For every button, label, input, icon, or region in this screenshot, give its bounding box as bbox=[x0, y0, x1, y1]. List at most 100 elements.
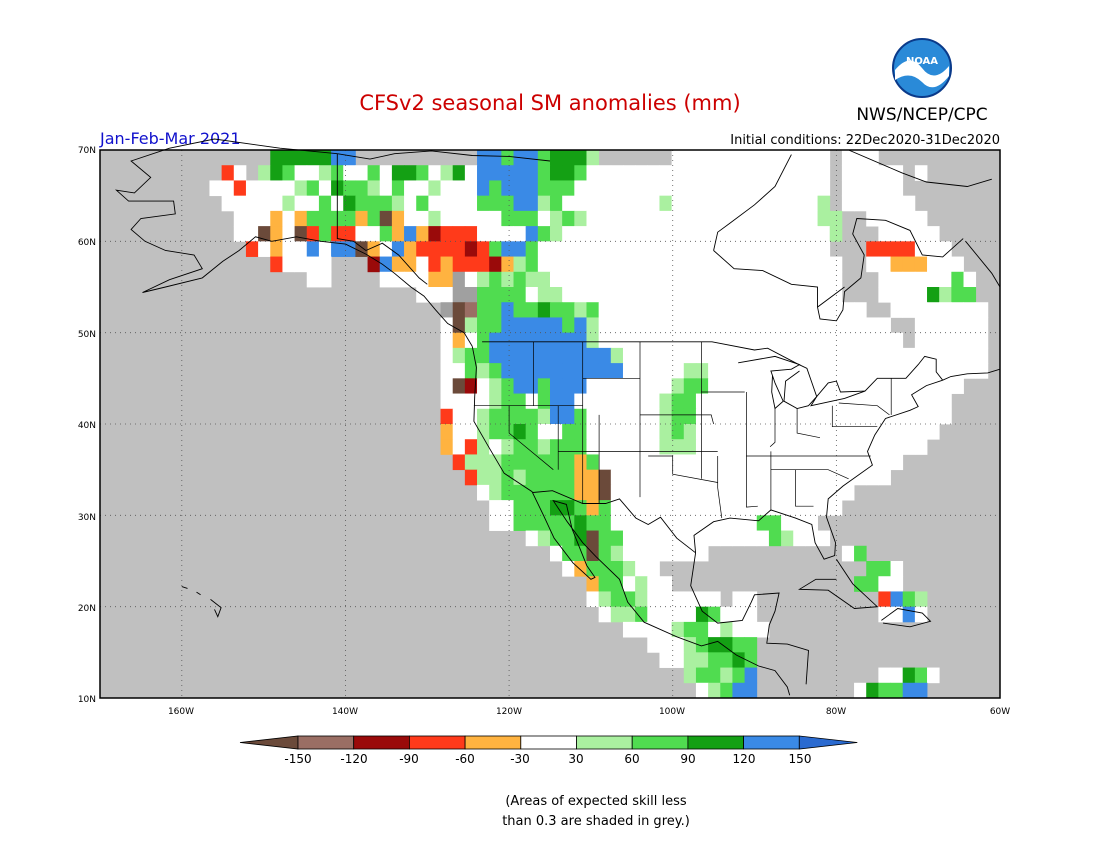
grid-cell bbox=[890, 561, 904, 577]
grid-cell bbox=[683, 515, 697, 531]
grid-cell bbox=[659, 180, 673, 197]
grid-cell bbox=[659, 332, 673, 349]
colorbar-label-3: -90 bbox=[399, 752, 419, 766]
grid-cell bbox=[306, 256, 320, 273]
grid-cell bbox=[683, 195, 697, 212]
grid-cell bbox=[513, 256, 527, 273]
grid-cell bbox=[622, 530, 636, 547]
grid-cell bbox=[659, 424, 673, 440]
grid-cell bbox=[829, 439, 843, 455]
grid-cell bbox=[306, 195, 320, 212]
grid-cell bbox=[537, 302, 551, 318]
grid-cell bbox=[975, 302, 989, 318]
grid-cell bbox=[306, 210, 320, 227]
grid-cell bbox=[793, 363, 806, 379]
grid-cell bbox=[574, 241, 587, 257]
grid-cell bbox=[841, 484, 855, 501]
lat-label-30n: 30N bbox=[78, 513, 96, 523]
grid-cell bbox=[841, 150, 855, 166]
grid-cell bbox=[489, 393, 502, 410]
grid-cell bbox=[586, 226, 600, 242]
grid-cell bbox=[866, 165, 879, 181]
grid-cell bbox=[513, 332, 527, 349]
grid-cell bbox=[452, 210, 466, 227]
grid-cell bbox=[744, 226, 758, 242]
grid-cell bbox=[951, 271, 964, 288]
grid-cell bbox=[695, 515, 709, 531]
grid-cell bbox=[817, 469, 831, 486]
grid-cell bbox=[878, 210, 891, 227]
grid-cell bbox=[647, 576, 660, 592]
grid-cell bbox=[744, 180, 758, 197]
boundary-line bbox=[783, 370, 866, 409]
grid-cell bbox=[817, 332, 831, 349]
grid-cell bbox=[768, 241, 782, 257]
grid-cell bbox=[635, 484, 648, 501]
grid-cell bbox=[404, 271, 417, 288]
grid-cell bbox=[671, 530, 685, 547]
grid-cell bbox=[245, 180, 259, 197]
grid-cell bbox=[695, 667, 709, 684]
grid-cell bbox=[622, 454, 636, 471]
grid-cell bbox=[598, 424, 612, 440]
grid-cell bbox=[501, 165, 514, 181]
boundary-line bbox=[738, 355, 801, 410]
grid-cell bbox=[245, 241, 259, 257]
map-border bbox=[99, 149, 1001, 699]
grid-cell bbox=[914, 210, 928, 227]
grid-cell bbox=[829, 500, 843, 516]
grid-cell bbox=[318, 226, 332, 242]
grid-cell bbox=[829, 484, 843, 501]
grid-cell bbox=[841, 195, 855, 212]
grid-cell bbox=[610, 210, 624, 227]
grid-cell bbox=[610, 424, 624, 440]
grid-cell bbox=[294, 210, 308, 227]
state-border bbox=[795, 469, 814, 507]
grid-cell bbox=[428, 180, 441, 197]
grid-cell bbox=[501, 439, 514, 455]
grid-cell bbox=[452, 271, 466, 288]
grid-cell bbox=[635, 180, 648, 197]
grid-cell bbox=[720, 454, 733, 471]
grid-cell bbox=[574, 165, 587, 181]
grid-cell bbox=[622, 287, 636, 303]
grid-cell bbox=[890, 393, 904, 410]
grid-cell bbox=[878, 606, 891, 623]
grid-cell bbox=[489, 256, 502, 273]
grid-cell bbox=[866, 180, 879, 197]
grid-cell bbox=[452, 332, 466, 349]
grid-cell bbox=[829, 469, 843, 486]
grid-cell bbox=[562, 271, 575, 288]
grid-cell bbox=[477, 439, 490, 455]
grid-cell bbox=[841, 302, 855, 318]
grid-cell bbox=[841, 454, 855, 471]
boundary-line bbox=[817, 218, 964, 322]
grid-cell bbox=[744, 271, 758, 288]
grid-cell bbox=[440, 241, 454, 257]
grid-cell bbox=[695, 256, 709, 273]
grid-cell bbox=[270, 226, 283, 242]
grid-cell bbox=[659, 241, 673, 257]
grid-cell bbox=[610, 469, 624, 486]
grid-cell bbox=[586, 576, 600, 592]
grid-cell bbox=[732, 500, 745, 516]
grid-cell bbox=[489, 454, 502, 471]
grid-cell bbox=[489, 469, 502, 486]
grid-cell bbox=[695, 621, 709, 638]
grid-cell bbox=[817, 530, 831, 547]
grid-cell bbox=[890, 287, 904, 303]
grid-cell bbox=[525, 256, 539, 273]
grid-cell bbox=[695, 287, 709, 303]
grid-cell bbox=[805, 347, 818, 364]
grid-cell bbox=[574, 256, 587, 273]
grid-cell bbox=[708, 150, 721, 166]
grid-cell bbox=[708, 210, 721, 227]
grid-cell bbox=[635, 621, 648, 638]
grid-cell bbox=[720, 621, 733, 638]
grid-cell bbox=[732, 606, 745, 623]
grid-cell bbox=[416, 195, 429, 212]
grid-cell bbox=[695, 469, 709, 486]
grid-cell bbox=[428, 165, 441, 181]
grid-cell bbox=[659, 454, 673, 471]
